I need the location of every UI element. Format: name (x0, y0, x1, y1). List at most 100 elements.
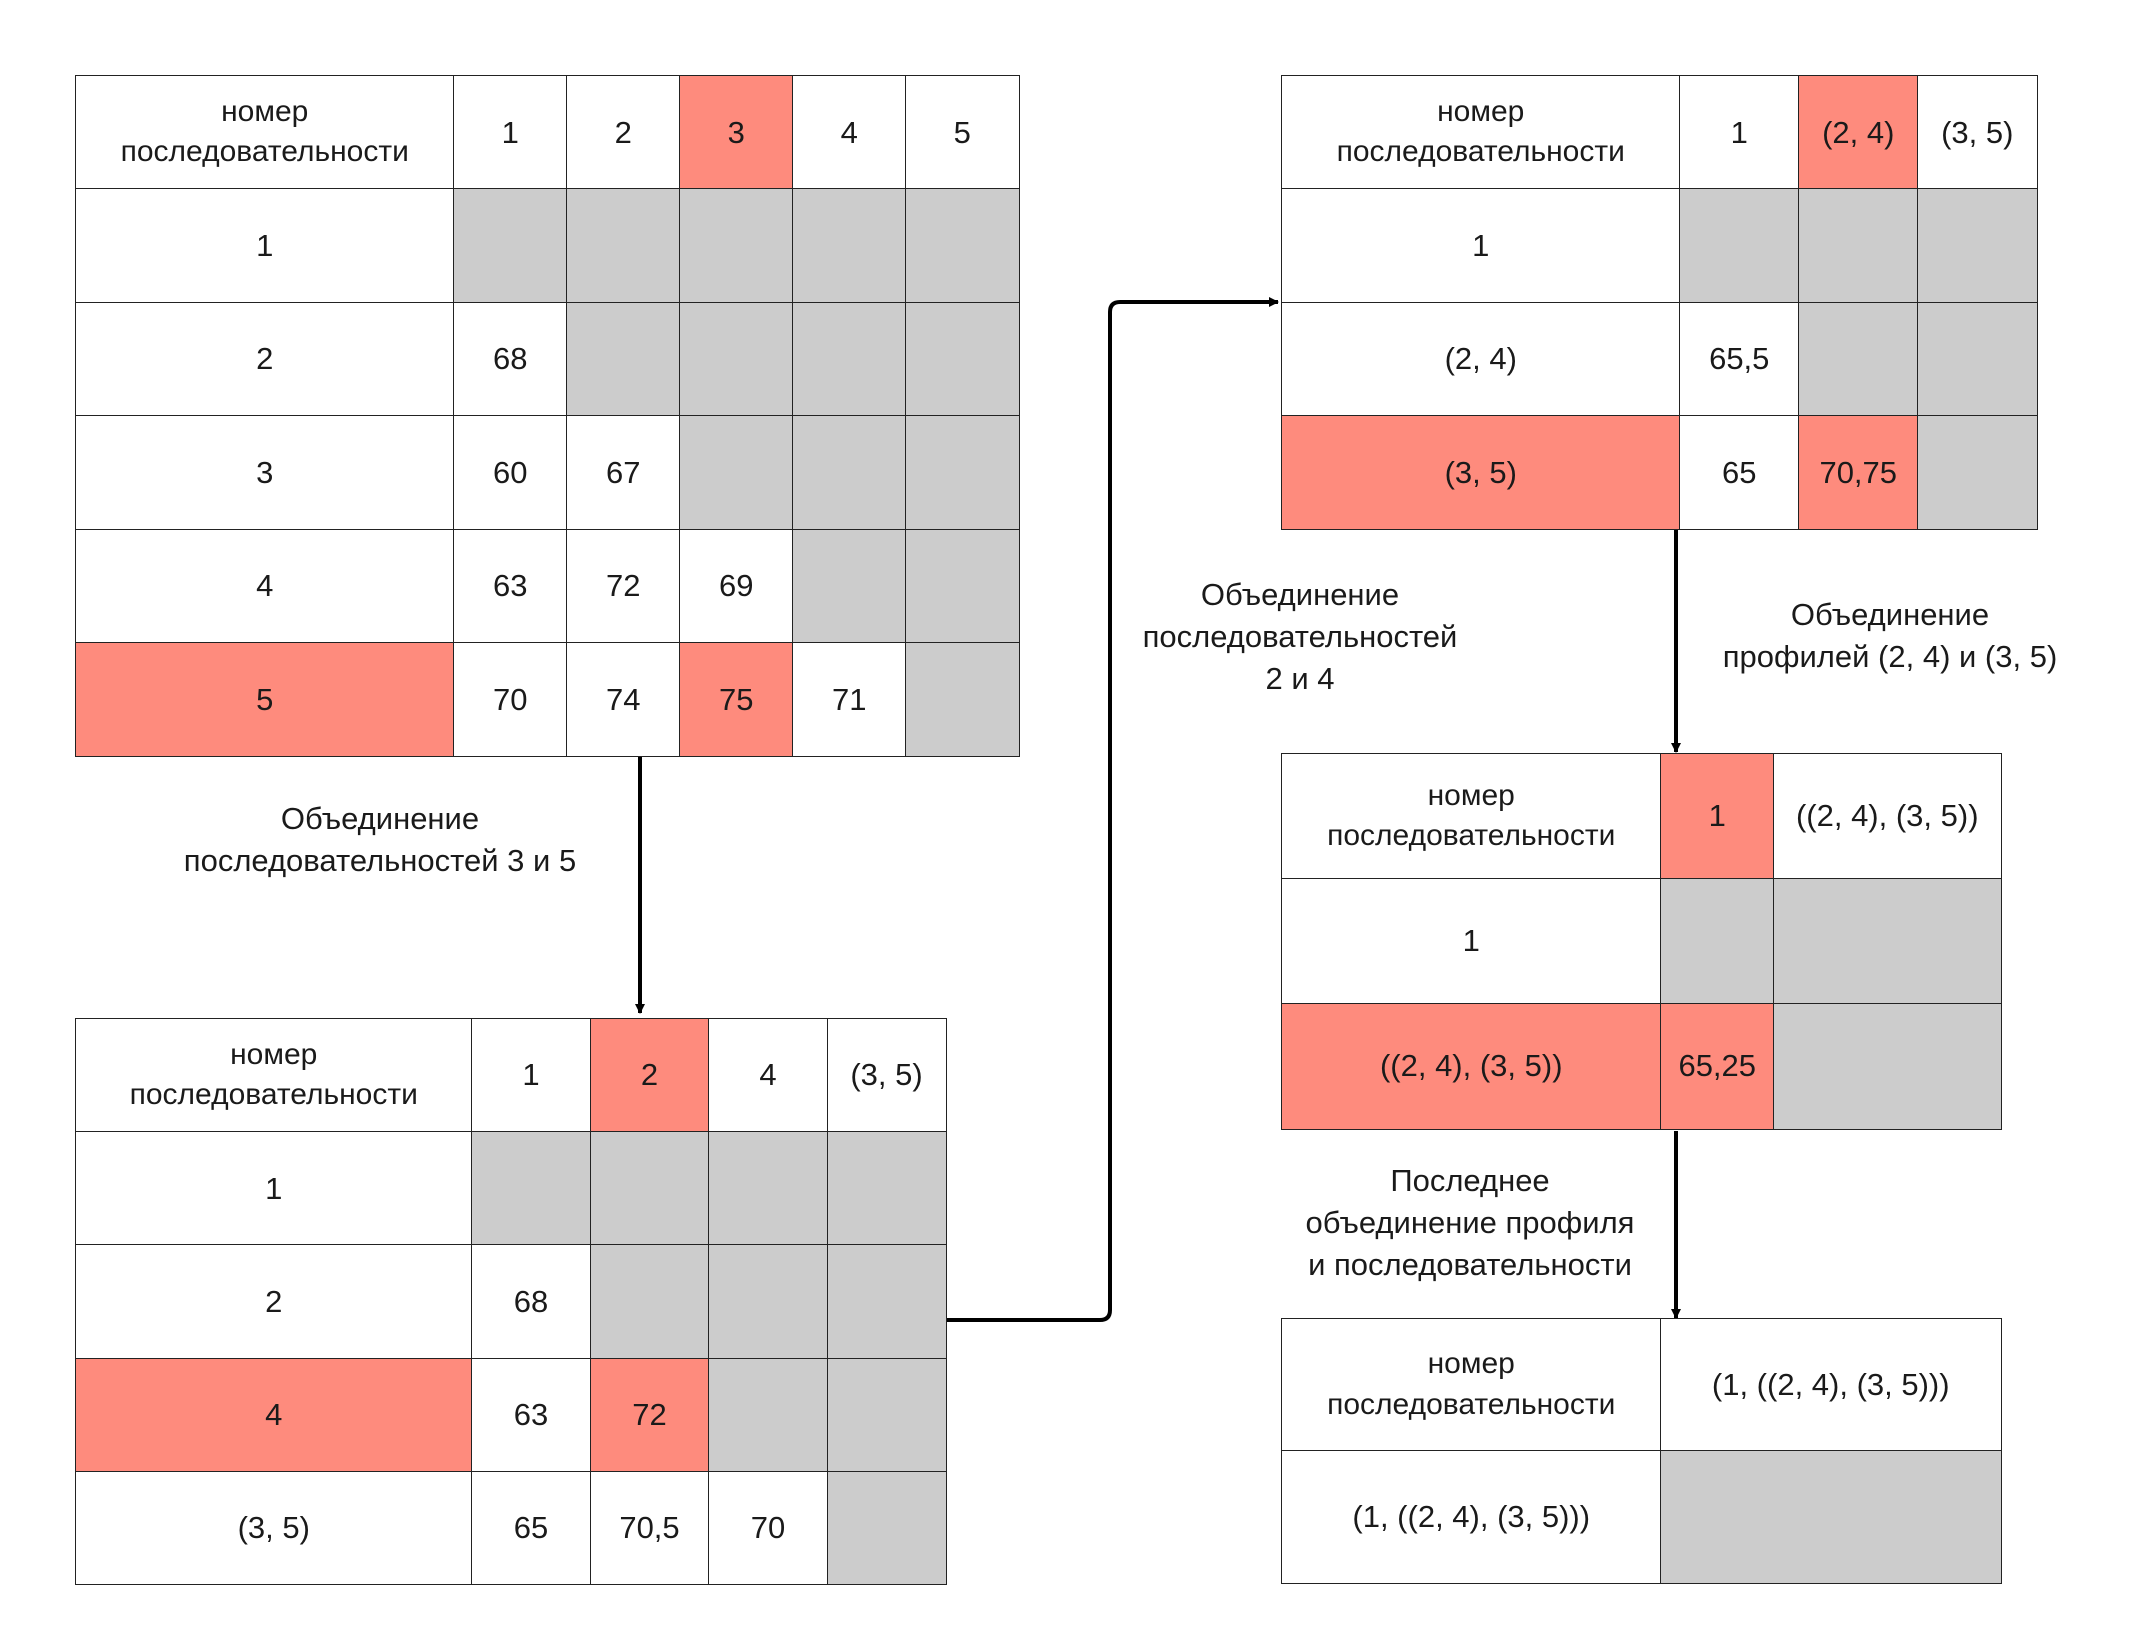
distance-cell: 75 (679, 642, 794, 757)
distance-cell: 72 (566, 528, 681, 644)
empty-cell (708, 1244, 828, 1360)
empty-cell (905, 528, 1020, 644)
column-header: 1 (1660, 753, 1775, 880)
row-header: (1, ((2, 4), (3, 5))) (1281, 1450, 1662, 1584)
empty-cell (792, 415, 907, 531)
column-header: 1 (1679, 75, 1800, 190)
distance-cell: 65 (471, 1470, 591, 1586)
row-header: (3, 5) (75, 1470, 473, 1586)
empty-cell (566, 188, 681, 304)
distance-cell: 72 (589, 1357, 710, 1473)
empty-cell (792, 188, 907, 304)
empty-cell (792, 301, 907, 417)
empty-cell (1660, 1450, 2002, 1584)
empty-cell (905, 301, 1020, 417)
distance-cell: 69 (679, 528, 794, 644)
distance-cell: 65,25 (1660, 1003, 1775, 1130)
matrix-final: номер последовательности (1, ((2, 4), (3,… (1281, 1318, 2002, 1584)
distance-cell: 60 (453, 415, 568, 531)
header-title-cell: номер последовательности (75, 75, 455, 190)
empty-cell (1660, 878, 1775, 1005)
header-title-cell: номер последовательности (75, 1018, 473, 1133)
row-header: 1 (75, 188, 455, 304)
row-header: 3 (75, 415, 455, 531)
distance-cell: 68 (453, 301, 568, 417)
empty-cell (826, 1244, 947, 1360)
distance-cell: 63 (453, 528, 568, 644)
header-title-cell: номер последовательности (1281, 753, 1662, 880)
distance-cell: 71 (792, 642, 907, 757)
distance-cell: 70 (453, 642, 568, 757)
column-header: (3, 5) (1917, 75, 2038, 190)
header-title-cell: номер последовательности (1281, 1318, 1662, 1452)
row-header: 4 (75, 528, 455, 644)
step-label-merge-3-5: Объединение последовательностей 3 и 5 (183, 801, 577, 878)
column-header: (3, 5) (826, 1018, 947, 1133)
empty-cell (826, 1131, 947, 1246)
distance-cell: 63 (471, 1357, 591, 1473)
distance-cell: 74 (566, 642, 681, 757)
distance-cell: 65 (1679, 415, 1800, 531)
empty-cell (453, 188, 568, 304)
empty-cell (1798, 188, 1919, 304)
row-header: 1 (75, 1131, 473, 1246)
step-label-merge-profiles: Объединение профилей (2, 4) и (3, 5) (1722, 597, 2058, 674)
matrix-after-merge-2-4: номер последовательности 1 (2, 4) (3, 5) 1 (2… (1281, 75, 2038, 531)
column-header: (2, 4) (1798, 75, 1919, 190)
distance-cell: 67 (566, 415, 681, 531)
row-header: 2 (75, 1244, 473, 1360)
empty-cell (1773, 1003, 2002, 1130)
matrix-after-merge-3-5: номер последовательности 1 2 4 (3, 5) 1 2 68 4 63… (75, 1018, 947, 1586)
empty-cell (471, 1131, 591, 1246)
empty-cell (826, 1470, 947, 1586)
empty-cell (1917, 301, 2038, 417)
column-header: 5 (905, 75, 1020, 190)
column-header: 2 (566, 75, 681, 190)
column-header: 3 (679, 75, 794, 190)
arrow-m2-to-m3 (943, 297, 1279, 1322)
distance-cell: 68 (471, 1244, 591, 1360)
empty-cell (792, 528, 907, 644)
column-header: 4 (708, 1018, 828, 1133)
row-header: ((2, 4), (3, 5)) (1281, 1003, 1662, 1130)
distance-cell: 70 (708, 1470, 828, 1586)
matrix-after-merge-profiles: номер последовательности 1 ((2, 4), (3, 5)… (1281, 753, 2002, 1130)
column-header: 1 (453, 75, 568, 190)
empty-cell (708, 1357, 828, 1473)
empty-cell (1917, 188, 2038, 304)
row-header: 4 (75, 1357, 473, 1473)
empty-cell (1798, 301, 1919, 417)
column-header: ((2, 4), (3, 5)) (1773, 753, 2002, 880)
row-header: (2, 4) (1281, 301, 1681, 417)
empty-cell (589, 1244, 710, 1360)
empty-cell (679, 415, 794, 531)
empty-cell (905, 642, 1020, 757)
row-header: 1 (1281, 188, 1681, 304)
matrix-initial: номер последовательности 1 2 3 4 5 1 2 68 3 60 67 4 6… (75, 75, 1020, 757)
empty-cell (1773, 878, 2002, 1005)
row-header: 2 (75, 301, 455, 417)
header-title-cell: номер последовательности (1281, 75, 1681, 190)
empty-cell (1679, 188, 1800, 304)
distance-cell: 70,5 (589, 1470, 710, 1586)
row-header: 5 (75, 642, 455, 757)
empty-cell (708, 1131, 828, 1246)
step-label-final-merge: Последнее объединение профиля и последов… (1305, 1163, 1635, 1282)
empty-cell (679, 188, 794, 304)
empty-cell (1917, 415, 2038, 531)
column-header: 1 (471, 1018, 591, 1133)
empty-cell (905, 415, 1020, 531)
empty-cell (566, 301, 681, 417)
empty-cell (679, 301, 794, 417)
row-header: (3, 5) (1281, 415, 1681, 531)
row-header: 1 (1281, 878, 1662, 1005)
step-label-merge-2-4: Объединение последовательностей 2 и 4 (1142, 577, 1458, 696)
column-header: 2 (589, 1018, 710, 1133)
distance-cell: 65,5 (1679, 301, 1800, 417)
distance-cell: 70,75 (1798, 415, 1919, 531)
column-header: (1, ((2, 4), (3, 5))) (1660, 1318, 2002, 1452)
empty-cell (826, 1357, 947, 1473)
empty-cell (905, 188, 1020, 304)
column-header: 4 (792, 75, 907, 190)
